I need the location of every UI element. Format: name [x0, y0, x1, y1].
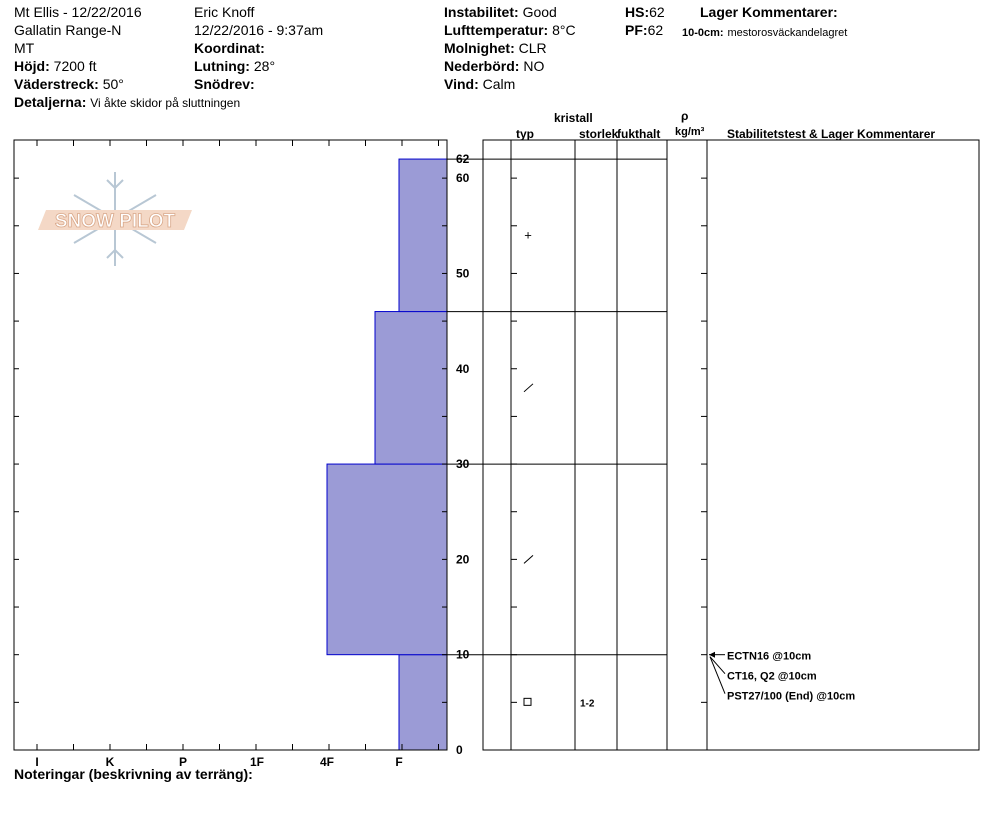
elevation-label: Höjd: — [14, 58, 50, 74]
x-tick-label: I — [35, 755, 38, 769]
header-density-unit: kg/m³ — [675, 126, 705, 138]
stability-row: Instabilitet: Good — [444, 4, 557, 20]
sky-label: Molnighet: — [444, 40, 515, 56]
wind-row: Vind: Calm — [444, 76, 515, 92]
x-tick-label: K — [106, 755, 115, 769]
elevation-row: Höjd: 7200 ft — [14, 58, 96, 74]
layer-bar-2 — [374, 311, 448, 465]
test-arrow-1 — [709, 656, 726, 675]
sky-row: Molnighet: CLR — [444, 40, 547, 56]
precip-value: NO — [523, 58, 545, 74]
slope-value: 28° — [253, 58, 276, 74]
hs-value: 62 — [649, 4, 665, 20]
layer-bar-0 — [398, 654, 448, 751]
header-typ: typ — [516, 127, 534, 141]
test-label-0: ECTN16 @10cm — [727, 651, 811, 663]
elevation-value: 7200 ft — [53, 58, 97, 74]
precip-row: Nederbörd: NO — [444, 58, 544, 74]
airtemp-value: 8°C — [552, 22, 576, 38]
x-tick-label: 4F — [320, 755, 334, 769]
airtemp-row: Lufttemperatur: 8°C — [444, 22, 576, 38]
hs-label: HS: — [625, 4, 650, 20]
pf-value: 62 — [647, 22, 664, 38]
details-value: Vi åkte skidor på sluttningen — [90, 96, 241, 110]
crystal-size-3: 1-2 — [580, 698, 595, 709]
x-tick-label: P — [179, 755, 187, 769]
stability-label: Instabilitet: — [444, 4, 519, 20]
layer-comment-text: mestorosväckandelagret — [727, 27, 848, 39]
y-tick-label: 60 — [456, 171, 470, 185]
test-label-1: CT16, Q2 @10cm — [727, 671, 817, 683]
test-arrow-2 — [709, 656, 726, 694]
slope-label: Lutning: — [194, 58, 250, 74]
header-rho: ρ — [681, 109, 689, 123]
header-fukthalt: fukthalt — [617, 127, 661, 141]
layer-comment-depth: 10-0cm: — [682, 27, 724, 39]
details-row: Detaljerna: Vi åkte skidor på sluttninge… — [14, 94, 240, 111]
pf-label: PF: — [625, 22, 648, 38]
wind-label: Vind: — [444, 76, 479, 92]
wind-value: Calm — [482, 76, 516, 92]
location-title: Mt Ellis - 12/22/2016 — [14, 4, 142, 20]
coordinate-label: Koordinat: — [194, 40, 265, 56]
slope-row: Lutning: 28° — [194, 58, 275, 74]
aspect-row: Väderstreck: 50° — [14, 76, 124, 92]
crystal-symbol-2 — [523, 555, 534, 564]
details-label: Detaljerna: — [14, 94, 87, 110]
header-storlek: storlek — [579, 127, 619, 141]
logo-banner — [38, 210, 192, 230]
layer-comments-title: Lager Kommentarer: — [700, 4, 838, 20]
hs-row: HS:62 — [625, 4, 665, 20]
stability-value: Good — [522, 4, 557, 20]
test-arrow-head — [709, 651, 715, 658]
table-frame — [482, 139, 980, 751]
range-name: Gallatin Range-N — [14, 22, 122, 38]
layer-comment-row: 10-0cm: mestorosväckandelagret — [682, 23, 847, 41]
aspect-value: 50° — [102, 76, 124, 92]
notes-label: Noteringar (beskrivning av terräng): — [14, 766, 253, 782]
header-kristall: kristall — [554, 111, 593, 125]
y-tick-label: 40 — [456, 362, 470, 376]
y-tick-label: 20 — [456, 552, 470, 566]
crystal-symbol-3 — [523, 697, 532, 706]
x-tick-label: F — [395, 755, 402, 769]
test-label-2: PST27/100 (End) @10cm — [727, 691, 855, 703]
state-code: MT — [14, 40, 35, 56]
layer-bar-1 — [326, 463, 448, 656]
aspect-label: Väderstreck: — [14, 76, 99, 92]
y-tick-label: 50 — [456, 266, 470, 280]
precip-label: Nederbörd: — [444, 58, 520, 74]
layer-bar-3 — [398, 158, 448, 313]
pf-row: PF:62 — [625, 22, 663, 38]
logo-text: SNOW PILOT — [55, 211, 176, 232]
sky-value: CLR — [518, 40, 547, 56]
crystal-symbol-0: + — [524, 227, 532, 242]
observation-datetime: 12/22/2016 - 9:37am — [194, 22, 324, 38]
observer-name: Eric Knoff — [194, 4, 255, 20]
snowpilot-logo: SNOW PILOT — [38, 172, 192, 266]
airtemp-label: Lufttemperatur: — [444, 22, 549, 38]
header-stability-title: Stabilitetstest & Lager Kommentarer — [727, 127, 936, 141]
drift-label: Snödrev: — [194, 76, 255, 92]
y-tick-label: 0 — [456, 743, 463, 757]
x-tick-label: 1F — [250, 755, 264, 769]
profile-frame — [13, 139, 448, 751]
crystal-symbol-1 — [523, 383, 534, 393]
